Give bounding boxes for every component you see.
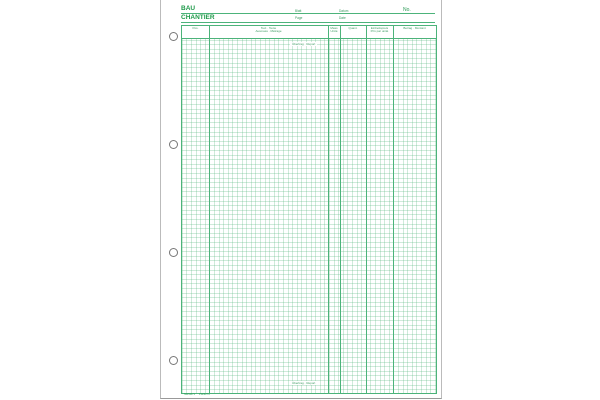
label-page: Page — [295, 16, 303, 20]
column-divider — [366, 26, 367, 393]
col-unit-price: Einheitspreis Prix par unité — [370, 26, 389, 34]
column-divider — [328, 26, 329, 393]
grid-table: Pos. Text · Texte Ausmass · Métrage Mass U… — [181, 25, 437, 394]
label-no: No. — [403, 7, 411, 13]
col-quant: Quant. — [348, 26, 358, 30]
punch-hole — [169, 32, 178, 41]
title-bau: BAU — [181, 5, 196, 12]
form-sheet: BAU CHANTIER Blatt Page Datum Date No. P… — [160, 0, 442, 399]
col-text: Text · Texte Ausmass · Métrage — [255, 26, 282, 34]
punch-hole — [169, 140, 178, 149]
form-code: NWGB71 — [184, 393, 195, 396]
punch-hole — [169, 248, 178, 257]
label-date: Date — [339, 16, 346, 20]
carry-over-top: Übertrag · Report — [290, 42, 318, 46]
column-divider — [393, 26, 394, 393]
punch-hole — [169, 356, 178, 365]
label-datum: Datum — [339, 9, 349, 13]
form-code: FW/3274 — [199, 393, 210, 396]
col-pos: Pos. — [192, 26, 199, 30]
col-amount: Betrag · Montant — [403, 26, 426, 30]
column-divider — [209, 26, 210, 393]
label-blatt: Blatt — [295, 9, 302, 13]
title-chantier: CHANTIER — [181, 14, 215, 21]
col-unit: Mass Unité — [330, 26, 338, 34]
header-divider — [181, 13, 435, 14]
column-divider — [340, 26, 341, 393]
table-header — [182, 26, 436, 39]
header-divider — [181, 22, 435, 23]
carry-over-bottom: Übertrag · Report — [290, 381, 318, 385]
